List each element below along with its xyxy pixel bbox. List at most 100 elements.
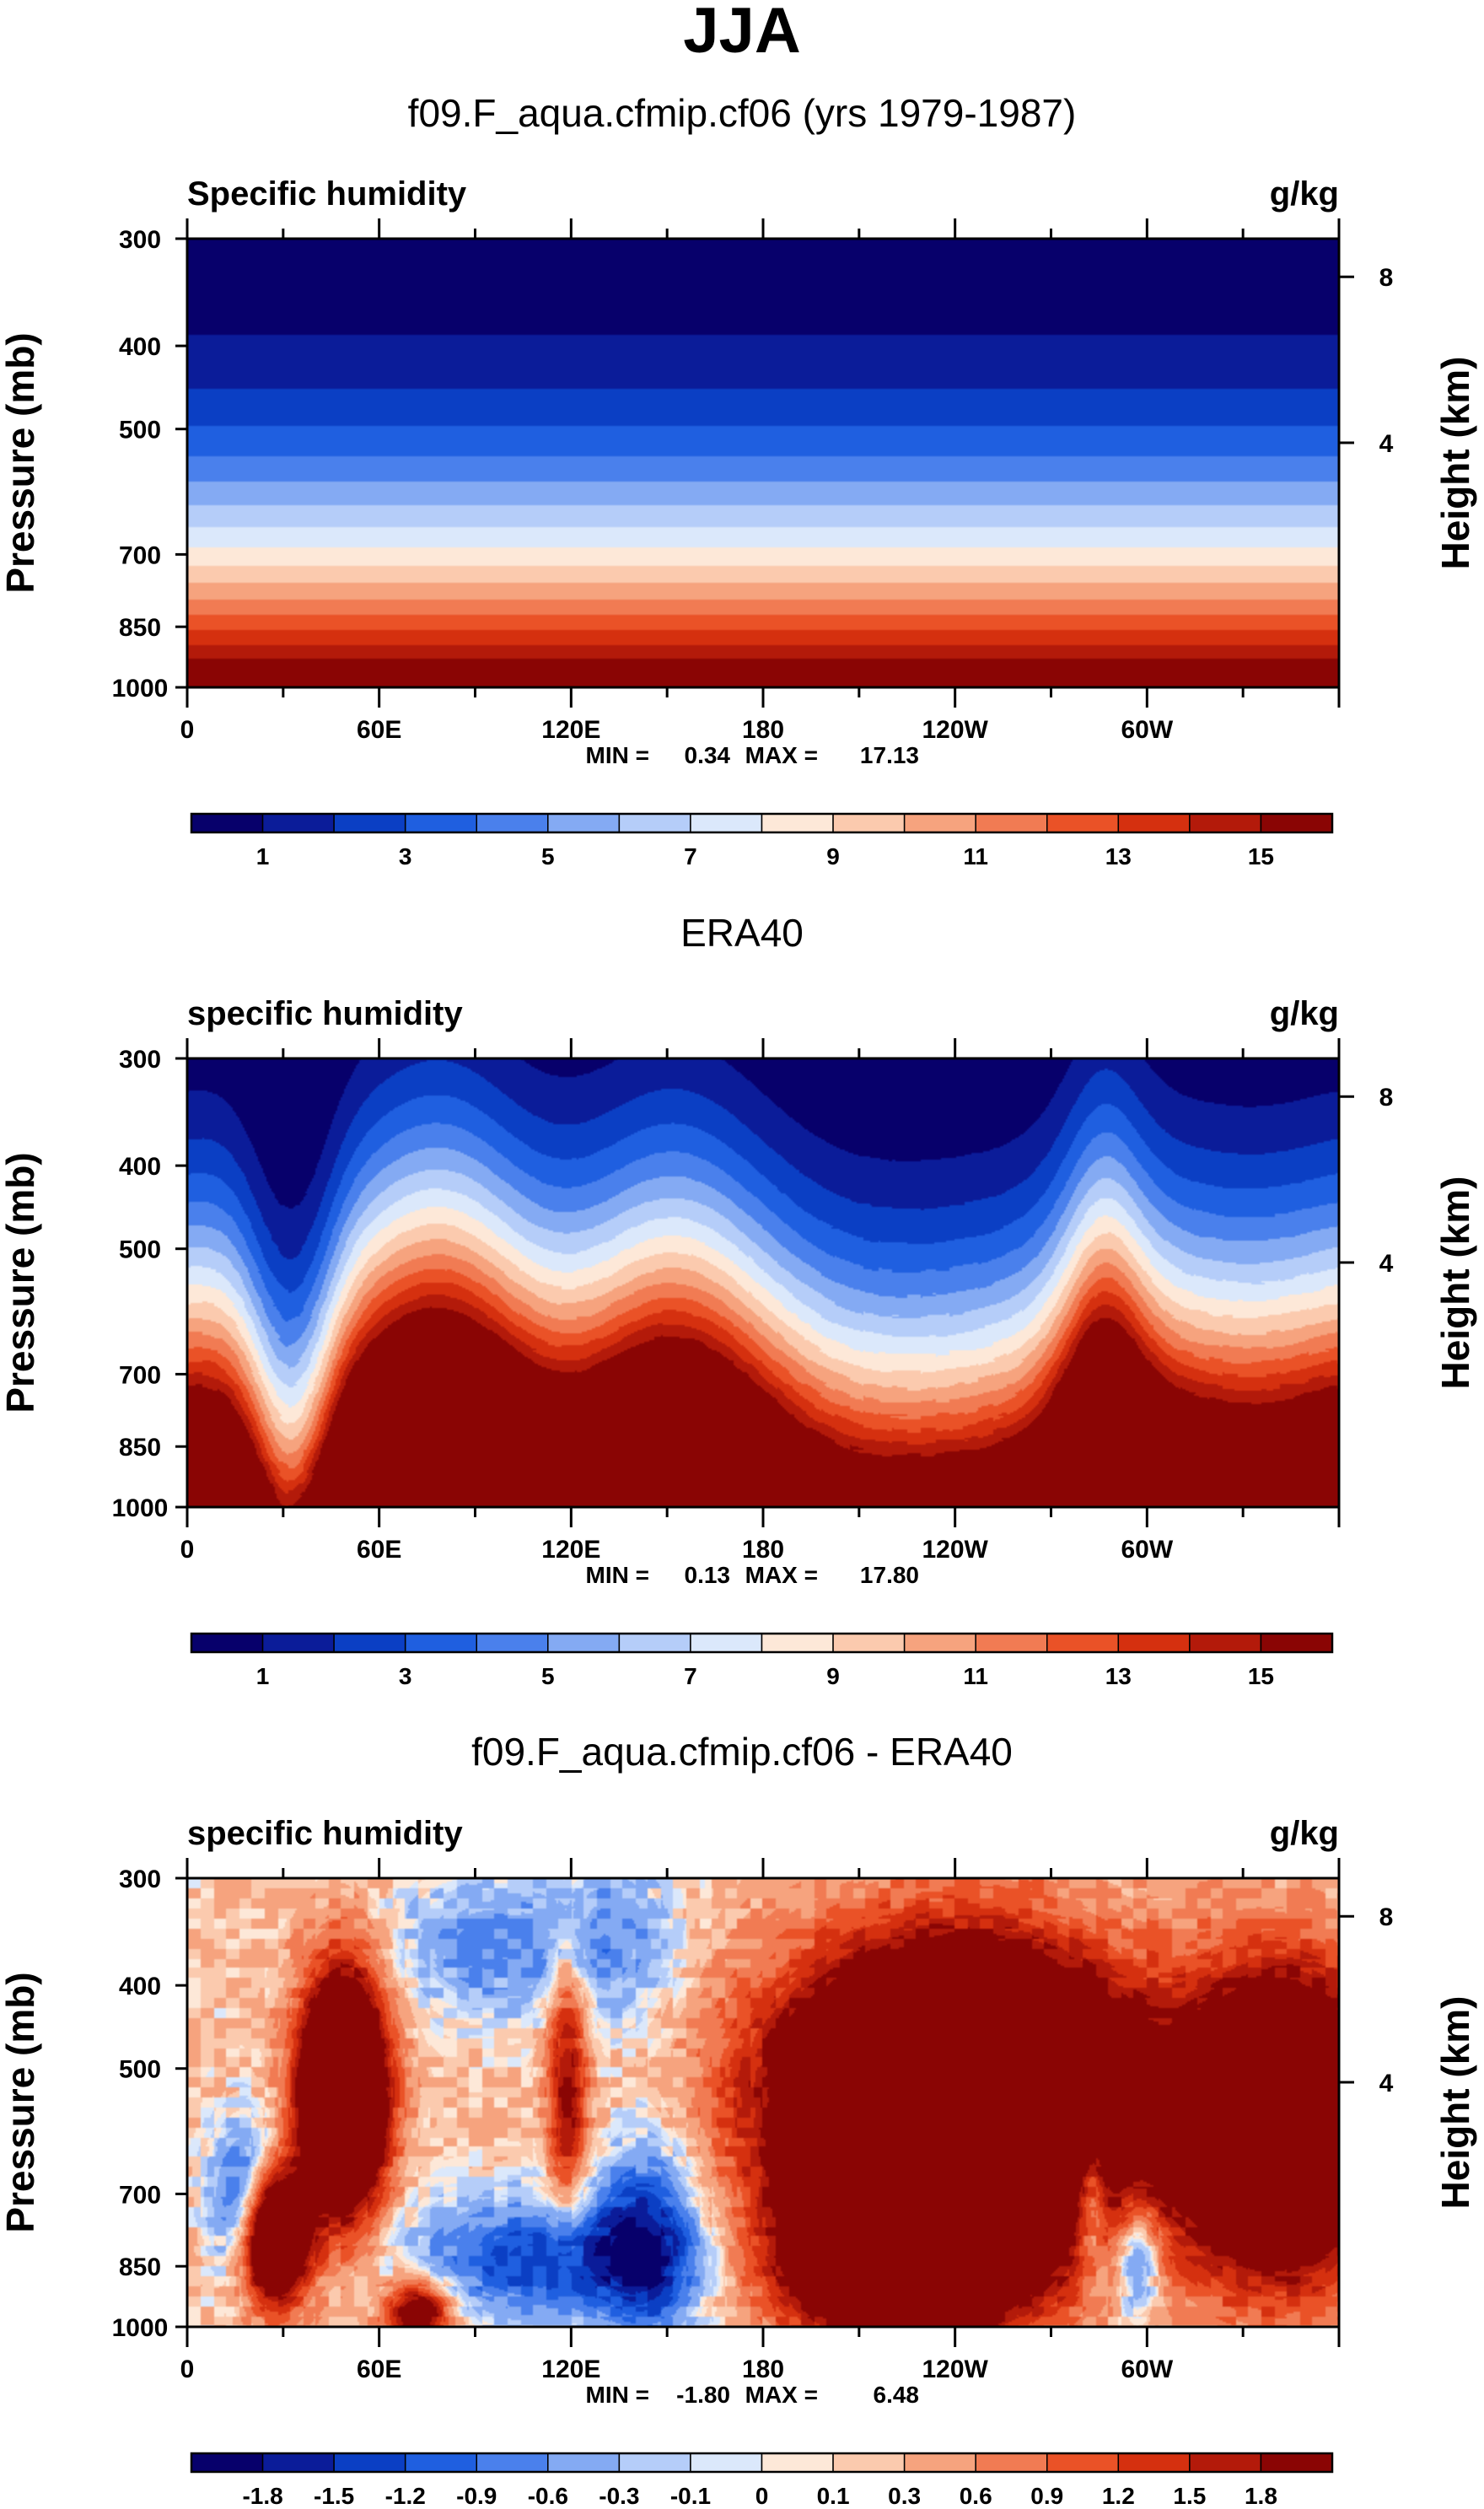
colorbar-box	[1189, 1633, 1262, 1653]
colorbar-box	[690, 813, 763, 833]
colorbar-label: 13	[1105, 843, 1132, 870]
y2-tick-label: 8	[1379, 1903, 1394, 1931]
y2-tick-label: 8	[1379, 1084, 1394, 1112]
x-tick-label: 60E	[357, 2356, 401, 2383]
x-tick-label: 120E	[541, 716, 600, 744]
colorbar-box	[690, 1633, 763, 1653]
y2-axis-title: Height (km)	[1433, 1996, 1477, 2210]
colorbar-box	[832, 2452, 906, 2473]
y2-tick-label: 4	[1379, 1250, 1394, 1278]
colorbar-label: 7	[684, 1663, 697, 1689]
variable-label: specific humidity	[187, 995, 463, 1032]
colorbar-box	[333, 813, 406, 833]
x-tick-label: 60W	[1121, 1536, 1173, 1564]
colorbar-box	[1046, 1633, 1120, 1653]
colorbar-box	[333, 2452, 406, 2473]
colorbar-label: -1.5	[314, 2483, 354, 2509]
y-tick-label: 300	[119, 226, 161, 254]
y-tick-label: 500	[119, 417, 161, 444]
colorbar-box	[975, 1633, 1048, 1653]
colorbar-box	[404, 2452, 477, 2473]
y-axis-title: Pressure (mb)	[0, 1972, 42, 2232]
colorbar-box	[761, 813, 834, 833]
x-tick-label: 0	[180, 1536, 195, 1564]
y-tick-label: 300	[119, 1866, 161, 1893]
min-value: 0.13	[685, 1562, 731, 1588]
units-label: g/kg	[1270, 1815, 1339, 1852]
colorbar-label: 3	[399, 843, 412, 870]
colorbar-box	[476, 1633, 549, 1653]
y-tick-label: 850	[119, 614, 161, 642]
y-tick-label: 300	[119, 1046, 161, 1074]
colorbar-label: -0.1	[670, 2483, 711, 2509]
colorbar-box	[975, 813, 1048, 833]
colorbar-box	[261, 1633, 335, 1653]
colorbar-label: 5	[541, 1663, 555, 1689]
units-label: g/kg	[1270, 995, 1339, 1032]
colorbar-box	[1260, 2452, 1333, 2473]
x-tick-label: 0	[180, 716, 195, 744]
colorbar-box	[547, 1633, 621, 1653]
colorbar-box	[903, 813, 976, 833]
colorbar-label: 0.3	[888, 2483, 921, 2509]
x-tick-label: 120E	[541, 2356, 600, 2383]
x-tick-label: 120W	[922, 716, 988, 744]
colorbar-label: 3	[399, 1663, 412, 1689]
y-tick-label: 700	[119, 2181, 161, 2209]
y-tick-label: 1000	[112, 2314, 169, 2342]
contour-field	[187, 1878, 1339, 2327]
colorbar-label: 1	[256, 843, 270, 870]
colorbar-box	[1117, 1633, 1191, 1653]
min-label: MIN =	[586, 1562, 649, 1588]
main-title: JJA	[683, 0, 800, 67]
max-label: MAX =	[745, 742, 818, 768]
colorbar-label: 7	[684, 843, 697, 870]
y2-axis-title: Height (km)	[1433, 357, 1477, 570]
colorbar-box	[761, 2452, 834, 2473]
colorbar-label: -1.2	[385, 2483, 426, 2509]
colorbar-box	[1117, 813, 1191, 833]
colorbar-label: 1	[256, 1663, 270, 1689]
x-tick-label: 60E	[357, 716, 401, 744]
colorbar-label: 0.1	[817, 2483, 850, 2509]
colorbar-label: 0.6	[960, 2483, 992, 2509]
y-tick-label: 1000	[112, 675, 169, 703]
colorbar-label: -0.3	[599, 2483, 639, 2509]
x-tick-label: 180	[742, 1536, 784, 1564]
panel-title: ERA40	[680, 911, 804, 955]
colorbar-box	[1260, 1633, 1333, 1653]
colorbar-box	[333, 1633, 406, 1653]
y2-tick-label: 8	[1379, 264, 1394, 292]
y-axis-title: Pressure (mb)	[0, 1152, 42, 1413]
colorbar-box	[261, 813, 335, 833]
colorbar-box	[1260, 813, 1333, 833]
colorbar-box	[618, 2452, 691, 2473]
colorbar-label: 9	[826, 1663, 840, 1689]
colorbar-box	[690, 2452, 763, 2473]
colorbar-label: 1.2	[1102, 2483, 1135, 2509]
y-tick-label: 700	[119, 541, 161, 569]
colorbar-box	[476, 813, 549, 833]
x-tick-label: 60E	[357, 1536, 401, 1564]
x-tick-label: 180	[742, 716, 784, 744]
y-tick-label: 850	[119, 2253, 161, 2281]
min-label: MIN =	[586, 742, 649, 768]
y-tick-label: 400	[119, 1153, 161, 1181]
y2-axis-title: Height (km)	[1433, 1176, 1477, 1390]
colorbar-label: 1.5	[1173, 2483, 1206, 2509]
colorbar-box	[1189, 813, 1262, 833]
units-label: g/kg	[1270, 175, 1339, 213]
colorbar-label: 15	[1248, 1663, 1274, 1689]
chart-panel: f09.F_aqua.cfmip.cf06 - ERA40 specific hu…	[0, 1730, 1477, 2509]
min-value: 0.34	[685, 742, 731, 768]
colorbar-box	[618, 813, 691, 833]
colorbar-box	[404, 1633, 477, 1653]
colorbar-box	[832, 1633, 906, 1653]
colorbar-label: 11	[963, 1663, 988, 1689]
x-tick-label: 180	[742, 2356, 784, 2383]
colorbar-box	[975, 2452, 1048, 2473]
y-tick-label: 500	[119, 2056, 161, 2084]
variable-label: Specific humidity	[187, 175, 467, 213]
chart-panel: ERA40 specific humidity g/kg 0 60E 120E 180 120…	[0, 911, 1477, 1689]
